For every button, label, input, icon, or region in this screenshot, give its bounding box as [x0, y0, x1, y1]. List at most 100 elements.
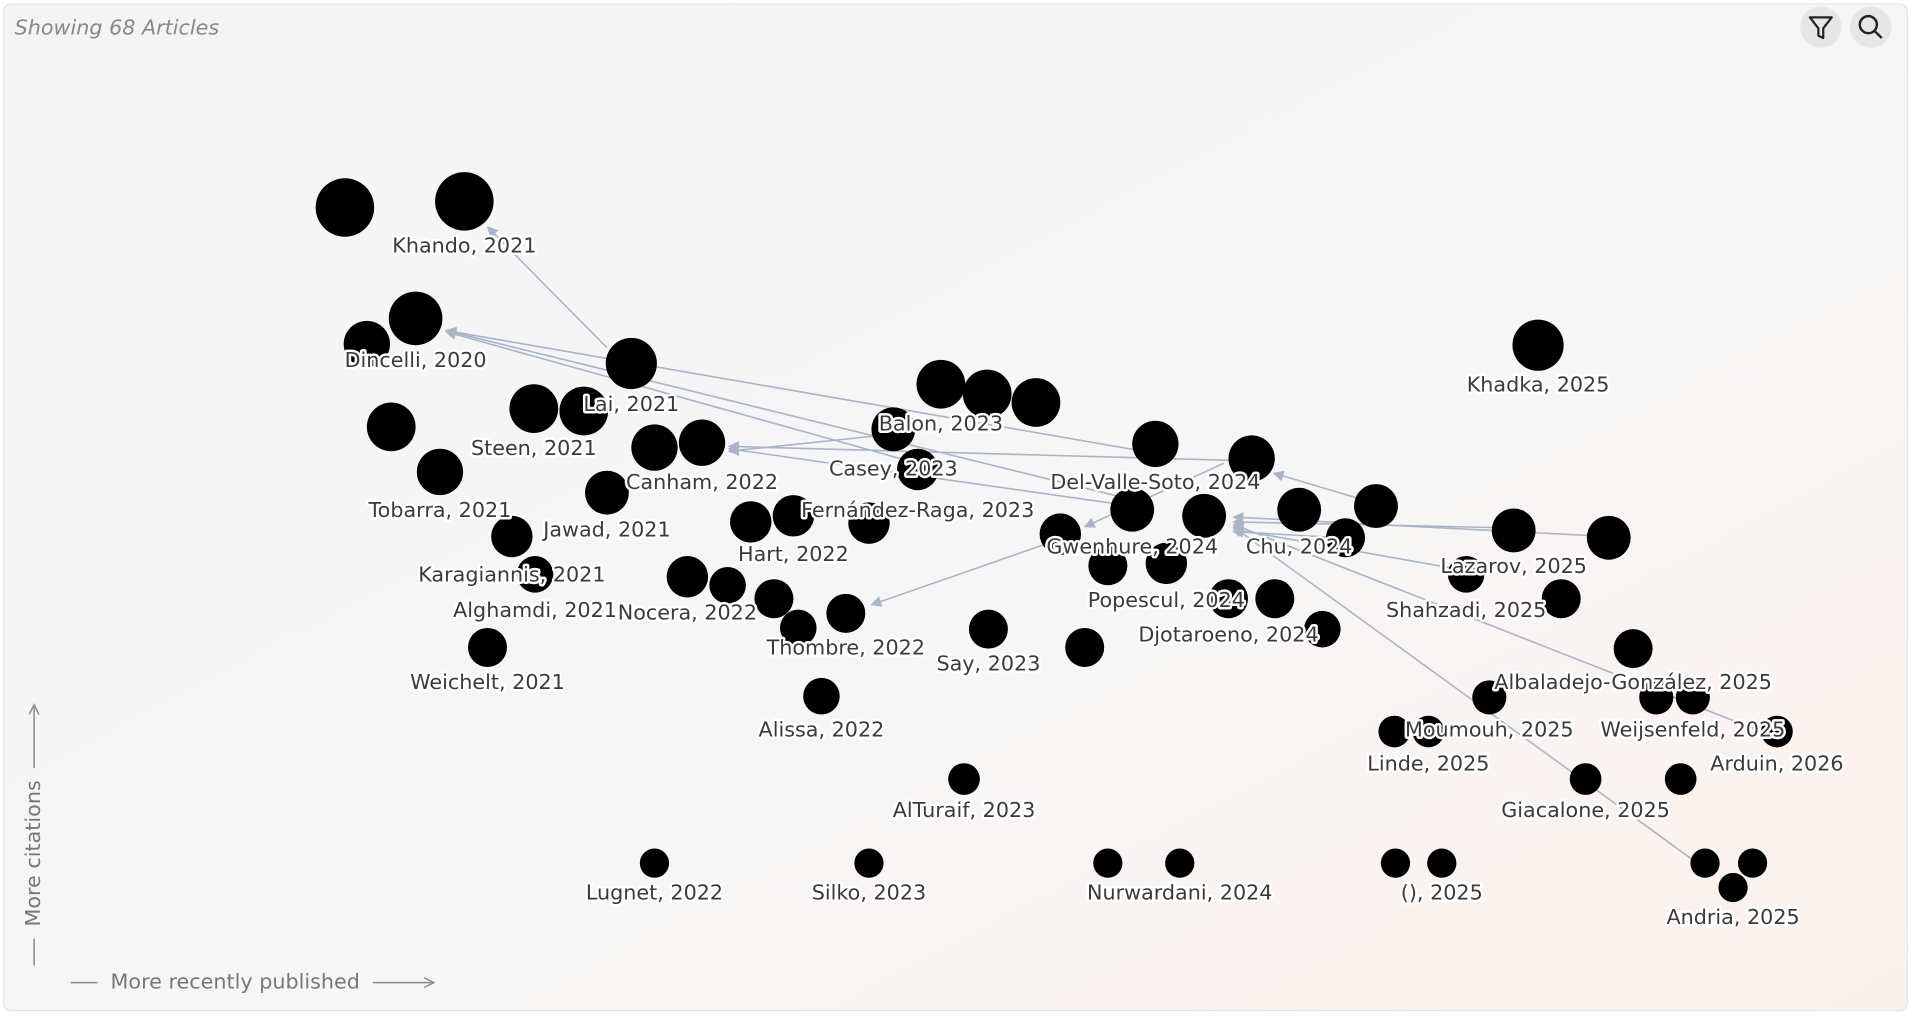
- article-label[interactable]: Dincelli, 2020: [342, 346, 489, 375]
- article-node[interactable]: [388, 291, 443, 346]
- article-label[interactable]: AlTuraif, 2023: [890, 795, 1038, 824]
- article-node[interactable]: [1380, 848, 1411, 878]
- article-node[interactable]: [1569, 763, 1602, 795]
- article-node[interactable]: [1690, 848, 1720, 878]
- article-node[interactable]: [772, 495, 815, 537]
- article-node[interactable]: [854, 848, 884, 878]
- article-label[interactable]: Giacalone, 2025: [1499, 795, 1673, 824]
- article-node[interactable]: [1255, 579, 1295, 619]
- article-node[interactable]: [1639, 680, 1674, 715]
- article-label[interactable]: Jawad, 2021: [539, 515, 673, 544]
- article-node[interactable]: [826, 593, 866, 633]
- article-node[interactable]: [916, 359, 966, 409]
- article-label[interactable]: Albaladejo-González, 2025: [1492, 667, 1775, 696]
- article-label[interactable]: Lai, 2021: [581, 389, 682, 418]
- article-node[interactable]: [1093, 848, 1123, 878]
- article-label[interactable]: Shahzadi, 2025: [1384, 595, 1549, 624]
- article-node[interactable]: [1132, 420, 1179, 468]
- article-node[interactable]: [1378, 715, 1411, 748]
- article-node[interactable]: [559, 386, 609, 436]
- article-node[interactable]: [1718, 872, 1748, 903]
- article-node[interactable]: [1039, 513, 1082, 555]
- article-node[interactable]: [962, 369, 1012, 419]
- search-button[interactable]: [1850, 6, 1892, 48]
- article-node[interactable]: [1011, 378, 1061, 427]
- article-node[interactable]: [435, 172, 494, 231]
- article-label[interactable]: Weichelt, 2021: [408, 667, 568, 696]
- article-node[interactable]: [366, 402, 416, 452]
- article-label[interactable]: (), 2025: [1398, 878, 1485, 907]
- article-node[interactable]: [1491, 508, 1536, 553]
- article-label[interactable]: Casey, 2023: [827, 454, 961, 483]
- article-node[interactable]: [709, 567, 746, 604]
- article-label[interactable]: Alghamdi, 2021: [451, 595, 620, 624]
- article-node[interactable]: [1761, 715, 1793, 748]
- article-node[interactable]: [968, 609, 1008, 649]
- article-node[interactable]: [1541, 579, 1581, 619]
- article-node[interactable]: [1412, 715, 1445, 748]
- article-node[interactable]: [1664, 763, 1697, 795]
- article-node[interactable]: [1209, 579, 1248, 619]
- article-node[interactable]: [1326, 518, 1365, 558]
- article-label[interactable]: Nurwardani, 2024: [1085, 878, 1275, 907]
- article-node[interactable]: [1304, 610, 1341, 648]
- article-node[interactable]: [491, 515, 533, 558]
- article-node[interactable]: [416, 448, 464, 496]
- article-node[interactable]: [585, 470, 629, 515]
- article-node[interactable]: [639, 848, 670, 878]
- article-node[interactable]: [1088, 546, 1128, 586]
- article-label[interactable]: Chu, 2024: [1243, 532, 1354, 561]
- article-node[interactable]: [468, 627, 507, 667]
- article-node[interactable]: [1277, 487, 1322, 532]
- article-node[interactable]: [1110, 487, 1155, 532]
- article-node[interactable]: [1228, 435, 1275, 482]
- article-node[interactable]: [1065, 627, 1105, 667]
- article-label[interactable]: Alissa, 2022: [756, 715, 887, 744]
- article-label[interactable]: Lazarov, 2025: [1438, 552, 1589, 581]
- article-label[interactable]: Del-Valle-Soto, 2024: [1048, 467, 1263, 496]
- article-label[interactable]: Lugnet, 2022: [583, 878, 725, 907]
- article-label[interactable]: Balon, 2023: [876, 409, 1005, 438]
- filter-button[interactable]: [1800, 6, 1842, 48]
- article-label[interactable]: Say, 2023: [934, 649, 1043, 678]
- article-label[interactable]: Karagiannis, 2021: [416, 560, 608, 589]
- article-node[interactable]: [1354, 484, 1398, 528]
- article-label[interactable]: Tobarra, 2021: [365, 496, 514, 525]
- article-label[interactable]: Weijsenfeld, 2025: [1598, 715, 1788, 744]
- article-label[interactable]: Steen, 2021: [469, 433, 600, 462]
- article-label[interactable]: Arduin, 2026: [1708, 749, 1846, 778]
- article-node[interactable]: [1447, 556, 1485, 593]
- article-label[interactable]: Gwenhure, 2024: [1044, 532, 1221, 561]
- article-node[interactable]: [1675, 680, 1710, 715]
- article-label[interactable]: Moumouh, 2025: [1403, 715, 1576, 744]
- article-label[interactable]: Andria, 2025: [1664, 903, 1802, 932]
- article-label[interactable]: Nocera, 2022: [615, 598, 759, 627]
- article-node[interactable]: [516, 556, 554, 593]
- article-label[interactable]: Linde, 2025: [1365, 749, 1492, 778]
- article-node[interactable]: [678, 419, 726, 466]
- article-node[interactable]: [780, 609, 817, 647]
- article-node[interactable]: [343, 320, 390, 368]
- article-node[interactable]: [315, 178, 375, 237]
- article-node[interactable]: [1427, 848, 1457, 878]
- article-node[interactable]: [1165, 848, 1195, 878]
- article-node[interactable]: [666, 556, 709, 598]
- article-node[interactable]: [631, 424, 678, 471]
- article-node[interactable]: [730, 501, 772, 543]
- article-node[interactable]: [897, 448, 939, 491]
- article-node[interactable]: [605, 337, 657, 390]
- article-node[interactable]: [1512, 319, 1564, 371]
- article-node[interactable]: [1182, 493, 1227, 538]
- article-node[interactable]: [1737, 848, 1768, 878]
- article-node[interactable]: [1586, 515, 1631, 560]
- article-label[interactable]: Thombre, 2022: [763, 633, 927, 662]
- article-label[interactable]: Canham, 2022: [624, 467, 781, 496]
- article-label[interactable]: Khando, 2021: [390, 231, 539, 260]
- article-label[interactable]: Fernández-Raga, 2023: [799, 496, 1037, 525]
- article-node[interactable]: [948, 763, 980, 795]
- article-node[interactable]: [1613, 629, 1653, 669]
- article-node[interactable]: [754, 579, 794, 619]
- article-label[interactable]: Djotaroeno, 2024: [1136, 620, 1321, 649]
- article-node[interactable]: [509, 384, 559, 433]
- article-node[interactable]: [871, 407, 916, 452]
